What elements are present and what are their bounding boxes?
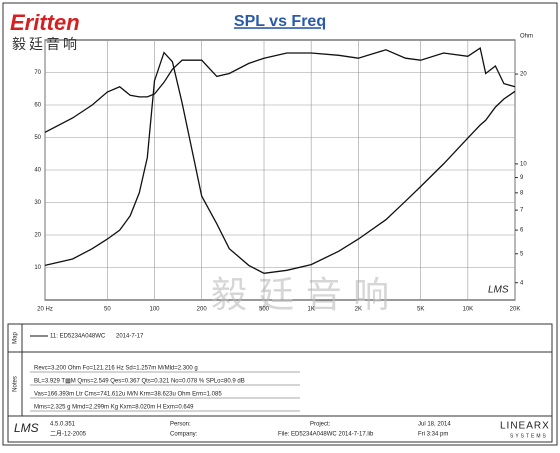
footer-version: 4.5.0.351 [50,422,76,428]
footer-build: 二月-12-2005 [50,431,87,438]
footer-date: Jul 18, 2014 [418,422,451,428]
chart-title: SPL vs Freq [234,13,326,30]
note-line: BL=3.929 T▦M Qms=2.549 Qes=0.367 Qts=0.3… [34,379,245,385]
series-line [44,51,516,274]
x-tick-label: 5K [417,307,424,313]
y2-tick-label: 8 [520,190,524,196]
notes-side-label: Notes [13,376,19,392]
series-line [44,47,516,133]
logo-brand: Eritten [10,10,80,35]
y-tick-label: 70 [34,70,41,76]
x-tick-label: 50 [104,307,111,313]
x-tick-label: 500 [259,307,270,313]
x-tick-label: 10K [462,307,473,313]
footer-project: Project: [310,422,331,428]
footer [7,415,553,443]
legend-date: 2014-7-17 [116,334,144,340]
y-tick-label: 40 [34,168,41,174]
map-side-label: Map [13,332,19,344]
footer-app: LMS [14,421,39,435]
y-tick-label: 50 [34,135,41,141]
x-tick-label: 20 Hz [37,307,53,313]
y2-tick-label: 4 [520,280,524,286]
note-line: Vas=166.393m Ltr Cms=741.612u M/N Krm=38… [34,392,222,398]
footer-vendor: LINEARX [500,421,550,432]
y-tick-label: 30 [34,200,41,206]
legend-entry: 11: ED5234A048WC [50,334,106,340]
y2-tick-label: 7 [520,208,524,214]
x-tick-label: 100 [149,307,160,313]
footer-person: Person: [170,422,191,428]
note-line: Revc=3.200 Ohm Fo=121.216 Hz Sd=1.257m M… [34,366,198,372]
watermark: 毅 廷 音 响 [211,275,389,316]
x-tick-label: 20K [510,307,521,313]
logo-chinese: 毅廷音响 [12,36,80,53]
notes-lines: Revc=3.200 Ohm Fo=121.216 Hz Sd=1.257m M… [30,366,300,412]
y2-axis-label: Ohm [520,34,533,40]
footer-vendor-sub: SYSTEMS [510,433,548,439]
footer-file: File: ED5234A048WC 2014-7-17.lib [278,432,374,438]
y-tick-label: 10 [34,265,41,271]
note-line: Mms=2.325 g Mmd=2.299m Kg Kxm=8.020m H E… [34,405,194,411]
y2-tick-label: 20 [520,72,527,78]
y2-tick-label: 6 [520,228,524,234]
x-tick-label: 200 [197,307,208,313]
x-tick-label: 1K [308,307,315,313]
y-tick-label: 60 [34,103,41,109]
frame [2,2,558,446]
footer-company: Company: [170,432,198,438]
x-tick-label: 2K [355,307,362,313]
grid [44,40,516,300]
corner-mark: LMS [488,285,509,296]
footer-time: Fri 3:34 pm [418,432,448,438]
y2-tick-label: 9 [520,175,524,181]
y2-tick-label: 5 [520,251,524,257]
y2-tick-label: 10 [520,161,527,167]
y-tick-label: 20 [34,233,41,239]
